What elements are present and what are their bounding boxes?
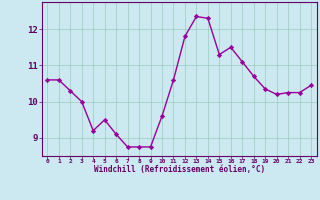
X-axis label: Windchill (Refroidissement éolien,°C): Windchill (Refroidissement éolien,°C) bbox=[94, 165, 265, 174]
